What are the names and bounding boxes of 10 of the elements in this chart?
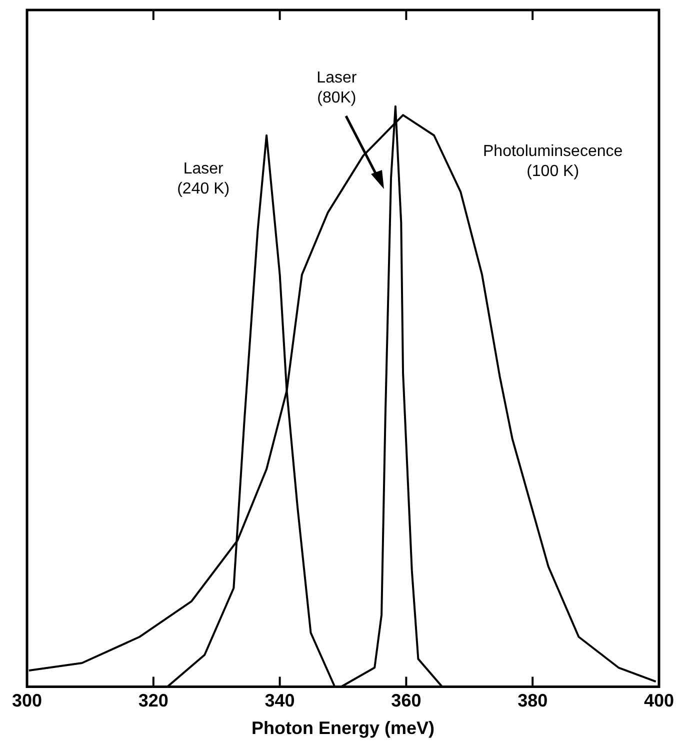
series-label: Laser (240 K) <box>177 160 230 198</box>
x-tick-label: 380 <box>518 690 548 711</box>
x-axis-title: Photon Energy (meV) <box>251 718 435 738</box>
series-label: Photoluminsecence (100 K) <box>482 143 623 180</box>
x-tick-label: 360 <box>391 690 422 711</box>
text: Laser (80K) <box>316 69 358 106</box>
x-tick-label: 300 <box>12 690 42 711</box>
x-tick-label: 340 <box>264 690 295 711</box>
x-tick-label: 400 <box>644 690 674 711</box>
x-tick-label: 320 <box>138 690 168 711</box>
